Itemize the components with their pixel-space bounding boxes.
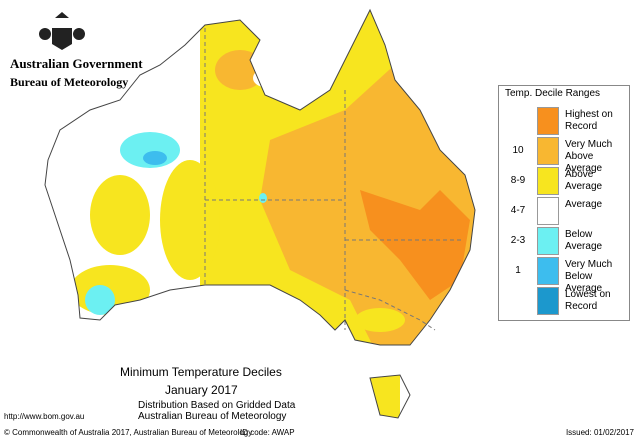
caption-line: Distribution Based on Gridded Data xyxy=(138,400,296,411)
legend-row: 2-3 Below Average xyxy=(499,226,629,256)
crest xyxy=(39,12,85,50)
legend-label: Average xyxy=(565,199,603,210)
legend-swatch xyxy=(537,137,559,165)
legend-swatch xyxy=(537,287,559,315)
issued: Issued: 01/02/2017 xyxy=(565,428,634,437)
legend-decile: 10 xyxy=(512,145,524,156)
legend-label: Above Average xyxy=(565,169,603,192)
legend-swatch xyxy=(537,167,559,195)
legend-swatch xyxy=(537,197,559,225)
caption-period: January 2017 xyxy=(165,383,238,397)
legend-row: 10 Very Much Above Average xyxy=(499,136,629,174)
agency: Australian Government xyxy=(10,56,143,71)
legend-swatch xyxy=(537,257,559,285)
bureau: Bureau of Meteorology xyxy=(10,75,129,89)
legend-row: Highest on Record xyxy=(499,106,629,136)
legend-label: Very Much Above Average xyxy=(565,139,613,174)
legend-row: 4-7 Average xyxy=(499,196,629,226)
url: http://www.bom.gov.au xyxy=(4,412,85,421)
legend-swatch xyxy=(537,227,559,255)
legend-label: Lowest on Record xyxy=(565,289,611,312)
legend-row: 8-9 Above Average xyxy=(499,166,629,196)
legend-decile: 4-7 xyxy=(510,205,526,216)
legend-decile: 8-9 xyxy=(510,175,526,186)
legend-decile: 1 xyxy=(515,265,521,276)
legend-swatch xyxy=(537,107,559,135)
id-code: ID code: AWAP xyxy=(240,428,295,437)
legend-title: Temp. Decile Ranges xyxy=(505,88,601,99)
caption-title: Minimum Temperature Deciles xyxy=(120,365,282,379)
legend-label: Very Much Below Average xyxy=(565,259,613,294)
copyright: © Commonwealth of Australia 2017, Austra… xyxy=(4,428,253,437)
state-borders xyxy=(204,28,462,331)
legend-row: Lowest on Record xyxy=(499,286,629,316)
legend-decile: 2-3 xyxy=(510,235,526,246)
legend-label: Highest on Record xyxy=(565,109,613,132)
legend-row: 1 Very Much Below Average xyxy=(499,256,629,294)
caption-line: Australian Bureau of Meteorology xyxy=(138,411,287,422)
coastline xyxy=(44,8,476,419)
legend-label: Below Average xyxy=(565,229,603,252)
legend: Highest on Record 10 Very Much Above Avera… xyxy=(498,85,630,321)
